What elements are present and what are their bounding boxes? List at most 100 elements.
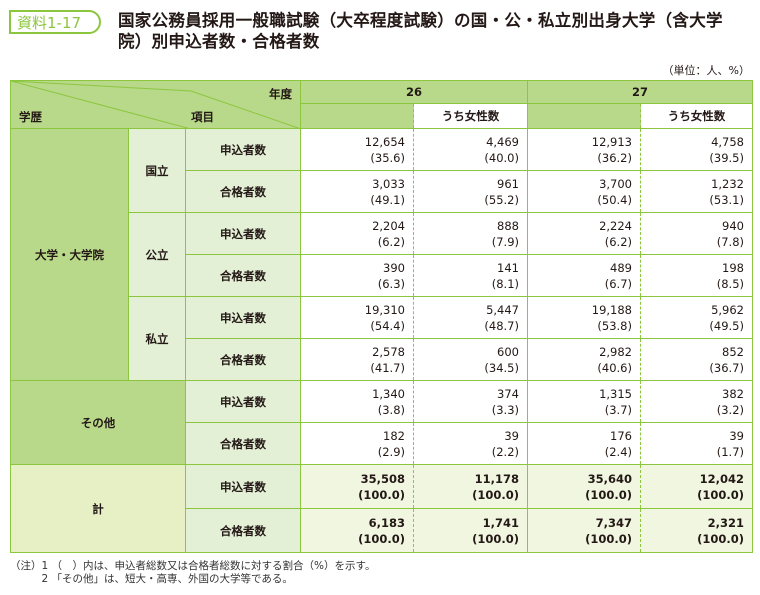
percent: (7.8): [716, 234, 744, 249]
value-cell: 4,758 (39.5): [640, 128, 753, 171]
value-cell: 19,188 (53.8): [527, 296, 641, 339]
item-pass: 合格者数: [185, 254, 301, 297]
count: 19,310: [364, 302, 405, 317]
percent: (6.7): [604, 276, 632, 291]
year-27-female-header: うち女性数: [640, 103, 753, 129]
percent: (8.5): [716, 276, 744, 291]
value-cell: 12,654 (35.6): [300, 128, 414, 171]
percent: (54.4): [370, 318, 405, 333]
count: 35,640: [587, 471, 632, 486]
value-cell: 35,508 (100.0): [300, 464, 414, 509]
table-row: 合格者数 6,183 (100.0) 1,741 (100.0) 7,347 (100.0)…: [11, 508, 753, 553]
group-university: 大学・大学院: [10, 128, 129, 381]
count: 12,913: [591, 134, 632, 149]
item-pass: 合格者数: [185, 508, 301, 553]
count: 961: [497, 176, 519, 191]
percent: (35.6): [370, 150, 405, 165]
percent: (2.9): [377, 444, 405, 459]
year-26-header: 26: [300, 80, 528, 104]
item-label: 項目: [191, 110, 214, 124]
data-table: 年度 学歴 項目 26 27 うち女性数 うち女性数 大学・大学院 国立 申込者数 1…: [10, 80, 753, 553]
count: 1,315: [599, 386, 632, 401]
value-cell: 600 (34.5): [413, 338, 528, 381]
count: 5,447: [486, 302, 519, 317]
percent: (3.2): [716, 402, 744, 417]
corner-header: 年度 学歴 項目: [10, 80, 301, 129]
percent: (53.8): [597, 318, 632, 333]
count: 12,654: [364, 134, 405, 149]
value-cell: 19,310 (54.4): [300, 296, 414, 339]
count: 19,188: [591, 302, 632, 317]
percent: (48.7): [484, 318, 519, 333]
percent: (39.5): [709, 150, 744, 165]
count: 39: [729, 428, 744, 443]
count: 2,224: [599, 218, 632, 233]
count: 141: [497, 260, 519, 275]
value-cell: 390 (6.3): [300, 254, 414, 297]
value-cell: 5,447 (48.7): [413, 296, 528, 339]
value-cell: 2,224 (6.2): [527, 212, 641, 255]
count: 382: [722, 386, 744, 401]
percent: (36.7): [709, 360, 744, 375]
count: 489: [610, 260, 632, 275]
percent: (100.0): [472, 487, 519, 502]
percent: (7.9): [491, 234, 519, 249]
percent: (49.1): [370, 192, 405, 207]
count: 5,962: [711, 302, 744, 317]
table-row: その他 申込者数 1,340 (3.8) 374 (3.3) 1,315 (3.7) 382 (3…: [10, 380, 753, 465]
item-apply: 申込者数: [185, 296, 301, 339]
table-row: 合格者数 2,578 (41.7) 600 (34.5) 2,982 (40.6) 852 (3…: [11, 338, 753, 381]
percent: (100.0): [358, 531, 405, 546]
value-cell: 182 (2.9): [300, 422, 414, 465]
count: 182: [383, 428, 405, 443]
year-27-header: 27: [527, 80, 753, 104]
item-pass: 合格者数: [185, 422, 301, 465]
percent: (40.0): [484, 150, 519, 165]
percent: (41.7): [370, 360, 405, 375]
value-cell: 4,469 (40.0): [413, 128, 528, 171]
percent: (6.2): [604, 234, 632, 249]
item-apply: 申込者数: [185, 380, 301, 423]
count: 600: [497, 344, 519, 359]
group-other: その他: [10, 380, 186, 465]
table-row: 大学・大学院 国立 申込者数 12,654 (35.6) 4,469 (40.0) 12,91…: [10, 128, 753, 381]
unit-label: （単位：人、%）: [662, 64, 750, 77]
value-cell: 5,962 (49.5): [640, 296, 753, 339]
percent: (53.1): [709, 192, 744, 207]
group-national: 国立: [128, 128, 186, 213]
value-cell: 141 (8.1): [413, 254, 528, 297]
count: 374: [497, 386, 519, 401]
percent: (55.2): [484, 192, 519, 207]
value-cell: 1,340 (3.8): [300, 380, 414, 423]
value-cell: 852 (36.7): [640, 338, 753, 381]
group-public: 公立: [128, 212, 186, 297]
count: 852: [722, 344, 744, 359]
item-apply: 申込者数: [185, 464, 301, 509]
count: 12,042: [699, 471, 744, 486]
value-cell: 940 (7.8): [640, 212, 753, 255]
table-row: 公立 申込者数 2,204 (6.2) 888 (7.9) 2,224 (6.2) 940 (7.…: [11, 212, 753, 297]
value-cell: 2,982 (40.6): [527, 338, 641, 381]
year-label: 年度: [269, 87, 292, 101]
percent: (34.5): [484, 360, 519, 375]
count: 2,321: [707, 515, 744, 530]
diagonal-lines: [11, 81, 301, 129]
count: 7,347: [595, 515, 632, 530]
table-row: 合格者数 182 (2.9) 39 (2.2) 176 (2.4) 39 (1.7): [11, 422, 753, 465]
value-cell: 198 (8.5): [640, 254, 753, 297]
table-row: 計申込者数 35,508 (100.0) 11,178 (100.0) 35,640 (10…: [10, 464, 753, 553]
count: 390: [383, 260, 405, 275]
value-cell: 3,700 (50.4): [527, 170, 641, 213]
value-cell: 2,578 (41.7): [300, 338, 414, 381]
value-cell: 39 (2.2): [413, 422, 528, 465]
percent: (2.2): [491, 444, 519, 459]
note-1: （注）1 （ ）内は、申込者総数又は合格者総数に対する割合（%）を示す。: [10, 560, 376, 572]
percent: (100.0): [358, 487, 405, 502]
value-cell: 11,178 (100.0): [413, 464, 528, 509]
percent: (100.0): [697, 487, 744, 502]
year-26-female-header: うち女性数: [413, 103, 528, 129]
value-cell: 6,183 (100.0): [300, 508, 414, 553]
count: 1,232: [711, 176, 744, 191]
document-badge: 資料1-17: [9, 10, 101, 34]
value-cell: 3,033 (49.1): [300, 170, 414, 213]
